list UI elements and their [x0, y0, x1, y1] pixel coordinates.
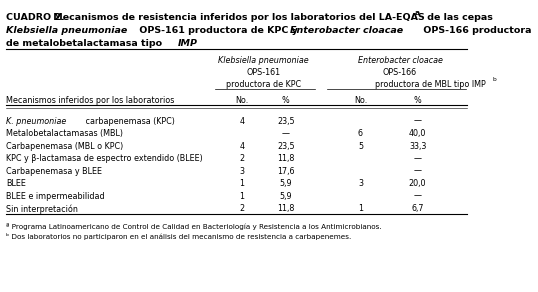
Text: 20,0: 20,0: [409, 179, 426, 188]
Text: 5,9: 5,9: [279, 192, 292, 201]
Text: 4: 4: [239, 117, 244, 126]
Text: Mecanismos inferidos por los laboratorios: Mecanismos inferidos por los laboratorio…: [6, 96, 174, 105]
Text: Carbapenemasa (MBL o KPC): Carbapenemasa (MBL o KPC): [6, 142, 123, 150]
Text: K. pneumoniae: K. pneumoniae: [6, 117, 66, 126]
Text: Enterobacter cloacae: Enterobacter cloacae: [290, 26, 404, 35]
Text: 5: 5: [358, 142, 363, 150]
Text: IMP: IMP: [178, 39, 197, 48]
Text: 1: 1: [239, 192, 244, 201]
Text: 3: 3: [358, 179, 363, 188]
Text: carbapenemasa (KPC): carbapenemasa (KPC): [83, 117, 174, 126]
Text: —: —: [414, 117, 422, 126]
Text: No.: No.: [235, 96, 249, 105]
Text: 1: 1: [358, 204, 363, 213]
Text: 23,5: 23,5: [277, 117, 294, 126]
Text: OPS-161 productora de KPC y: OPS-161 productora de KPC y: [136, 26, 301, 35]
Text: —: —: [282, 129, 290, 138]
Text: productora de MBL tipo IMP: productora de MBL tipo IMP: [376, 80, 486, 89]
Text: 2: 2: [239, 204, 244, 213]
Text: productora de KPC: productora de KPC: [226, 80, 301, 89]
Text: 1: 1: [239, 179, 244, 188]
Text: Metalobetalactamasas (MBL): Metalobetalactamasas (MBL): [6, 129, 123, 138]
Text: CUADRO 2.: CUADRO 2.: [6, 13, 65, 22]
Text: ª Programa Latinoamericano de Control de Calidad en Bacteriología y Resistencia : ª Programa Latinoamericano de Control de…: [6, 223, 382, 230]
Text: 40,0: 40,0: [409, 129, 426, 138]
Text: de las cepas: de las cepas: [424, 13, 493, 22]
Text: %: %: [414, 96, 421, 105]
Text: —: —: [414, 166, 422, 175]
Text: 6: 6: [358, 129, 363, 138]
Text: ᵇ Dos laboratorios no participaron en el análisis del mecanismo de resistencia a: ᵇ Dos laboratorios no participaron en el…: [6, 233, 351, 240]
Text: BLEE: BLEE: [6, 179, 26, 188]
Text: 11,8: 11,8: [277, 204, 294, 213]
Text: KPC y β-lactamasa de espectro extendido (BLEE): KPC y β-lactamasa de espectro extendido …: [6, 154, 203, 163]
Text: OPS-166: OPS-166: [383, 68, 417, 77]
Text: Carbapenemasa y BLEE: Carbapenemasa y BLEE: [6, 166, 102, 175]
Text: 3: 3: [239, 166, 244, 175]
Text: 23,5: 23,5: [277, 142, 294, 150]
Text: a: a: [415, 10, 420, 16]
Text: Mecanismos de resistencia inferidos por los laboratorios del LA-EQAS: Mecanismos de resistencia inferidos por …: [50, 13, 425, 22]
Text: 5,9: 5,9: [279, 179, 292, 188]
Text: 4: 4: [239, 142, 244, 150]
Text: Klebsiella pneumoniae: Klebsiella pneumoniae: [218, 56, 309, 65]
Text: %: %: [282, 96, 289, 105]
Text: OPS-161: OPS-161: [247, 68, 281, 77]
Text: Sin interpretación: Sin interpretación: [6, 204, 78, 213]
Text: —: —: [414, 154, 422, 163]
Text: 17,6: 17,6: [277, 166, 294, 175]
Text: —: —: [414, 192, 422, 201]
Text: de metalobetalactamasa tipo: de metalobetalactamasa tipo: [6, 39, 166, 48]
Text: No.: No.: [354, 96, 367, 105]
Text: Klebsiella pneumoniae: Klebsiella pneumoniae: [6, 26, 128, 35]
Text: Enterobacter cloacae: Enterobacter cloacae: [358, 56, 442, 65]
Text: 2: 2: [239, 154, 244, 163]
Text: OPS-166 productora: OPS-166 productora: [420, 26, 532, 35]
Text: BLEE e impermeabilidad: BLEE e impermeabilidad: [6, 192, 105, 201]
Text: 11,8: 11,8: [277, 154, 294, 163]
Text: b: b: [492, 77, 496, 81]
Text: 6,7: 6,7: [412, 204, 424, 213]
Text: 33,3: 33,3: [409, 142, 426, 150]
